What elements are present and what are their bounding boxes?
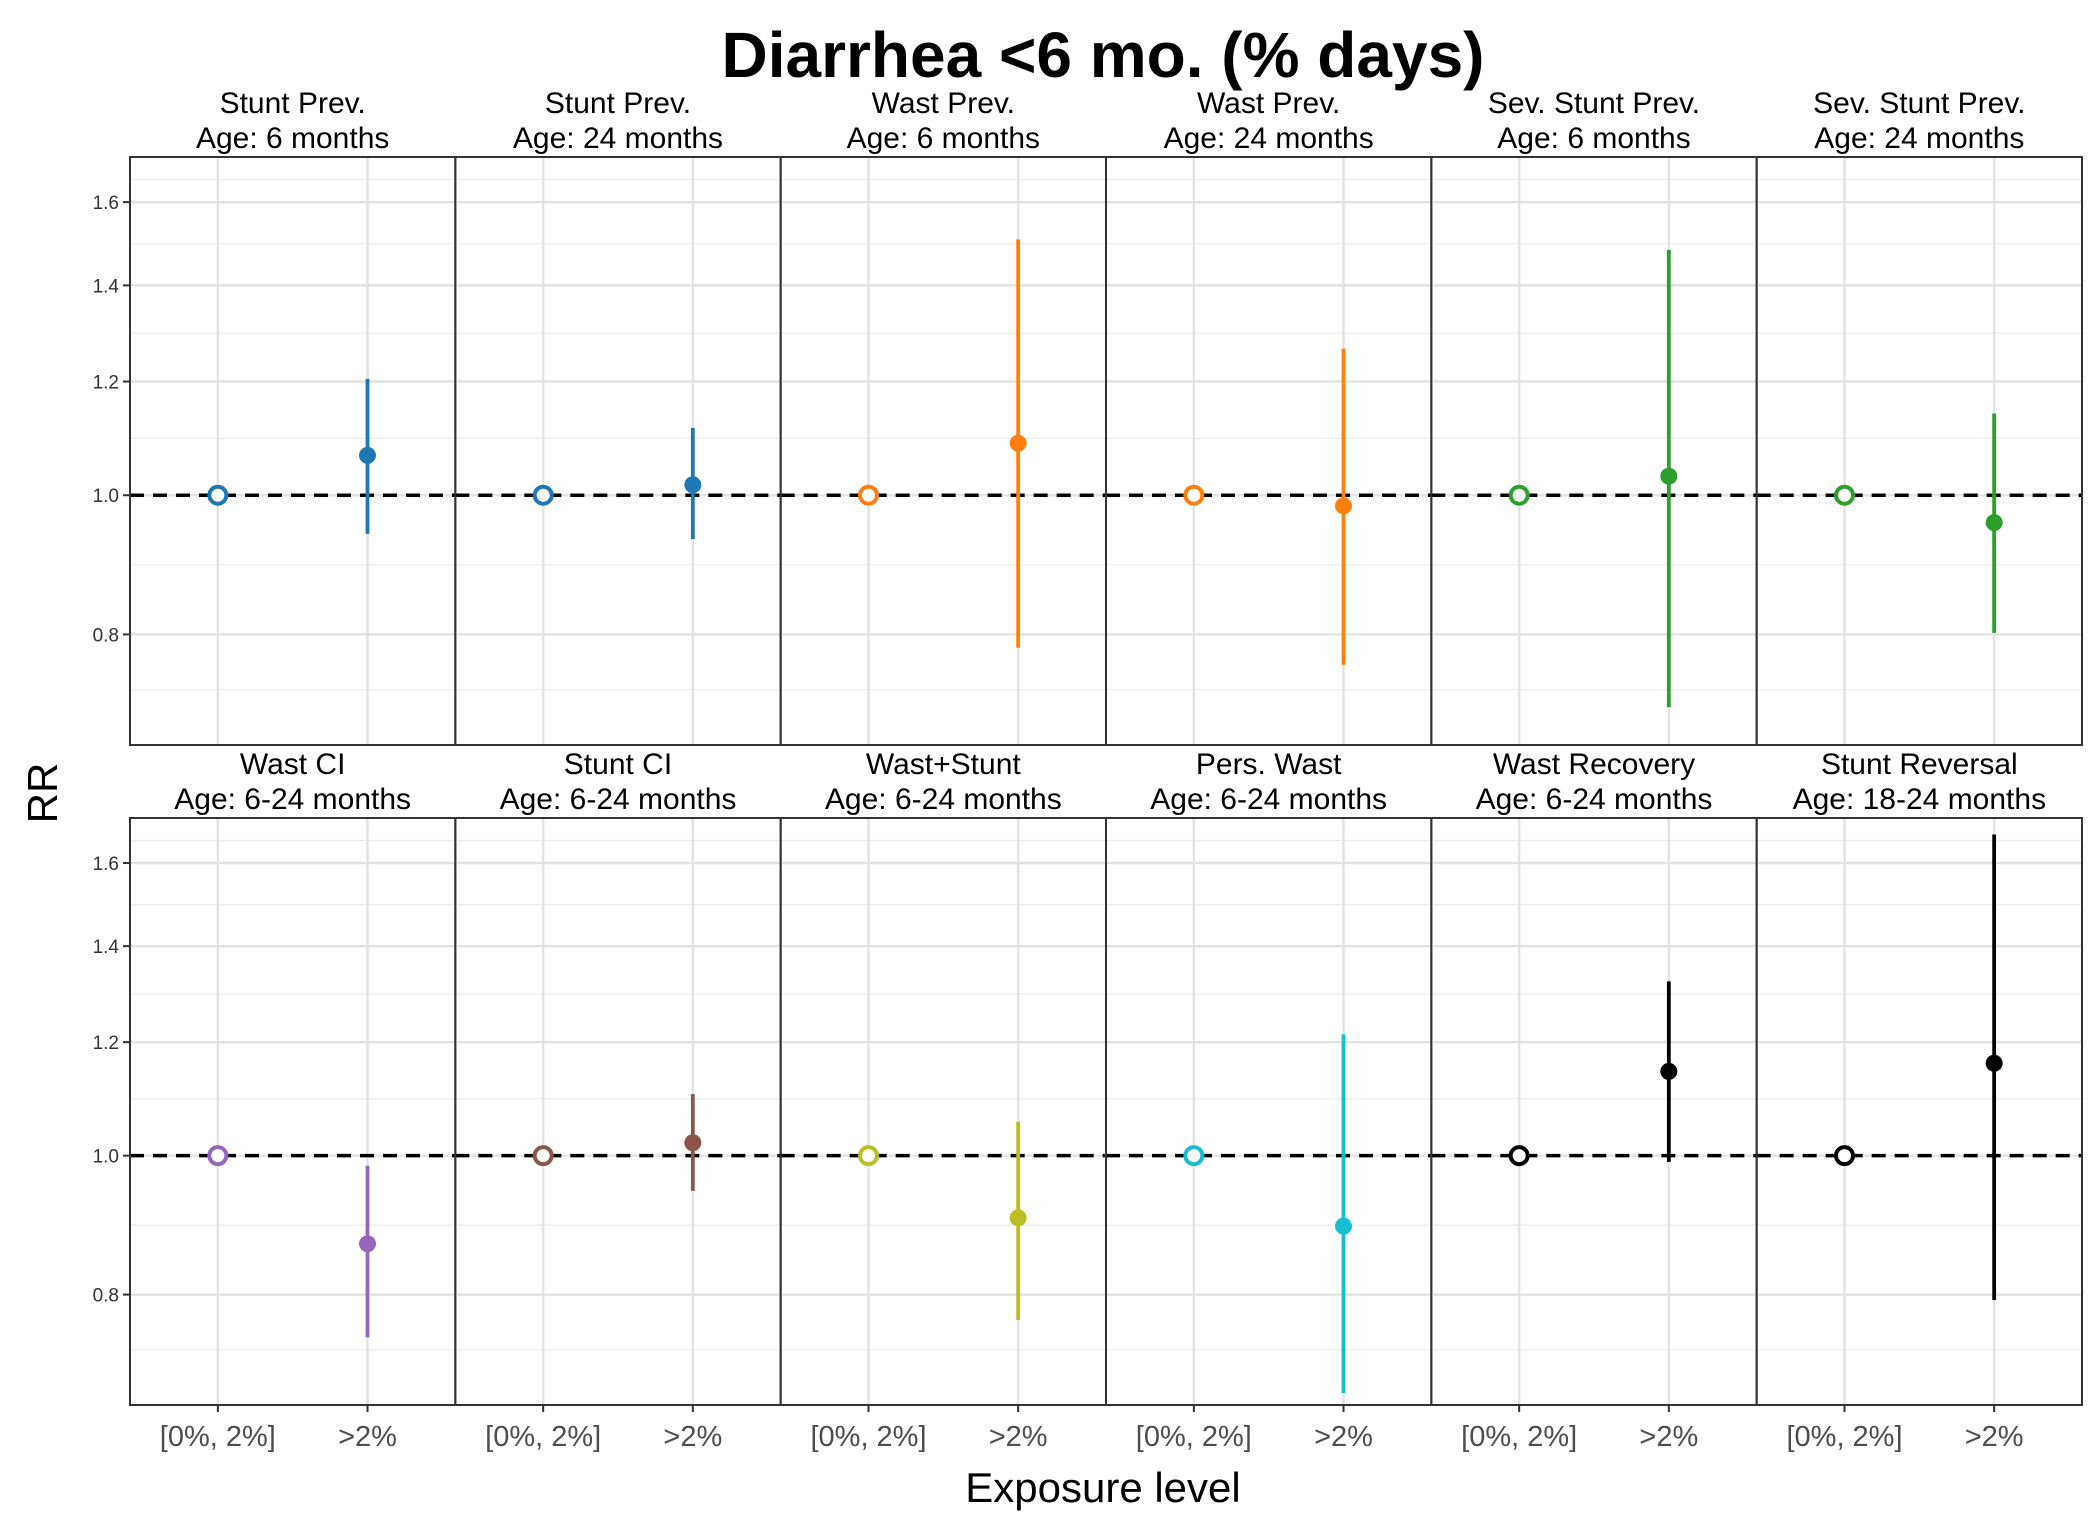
facet-label-outcome: Sev. Stunt Prev. (1813, 87, 2025, 120)
estimate-point (1009, 434, 1027, 452)
y-axis-label: RR (19, 763, 66, 824)
panel-border (1105, 156, 1433, 746)
x-tick-label: [0%, 2%] (1786, 1421, 1902, 1453)
reference-point (207, 1145, 229, 1167)
facet-panel: Stunt Prev.Age: 24 months (454, 87, 782, 746)
x-tick-label: >2% (1314, 1421, 1373, 1453)
x-tick-label: >2% (989, 1421, 1048, 1453)
reference-point (532, 1145, 554, 1167)
estimate-point (1334, 497, 1352, 515)
x-tick-label: [0%, 2%] (160, 1421, 276, 1453)
x-tick-label: [0%, 2%] (810, 1421, 926, 1453)
facet-label-outcome: Wast+Stunt (866, 748, 1021, 781)
estimate-point (684, 1134, 702, 1152)
facet-panel: Stunt Prev.Age: 6 months 0.8 1.0 1.2 1.4 1.6 (93, 87, 457, 746)
y-tick-label: 1.4 (93, 937, 120, 958)
facet-label-age: Age: 6-24 months (174, 783, 411, 816)
estimate-point (358, 446, 376, 464)
facet-label-age: Age: 6 months (847, 122, 1040, 155)
y-tick-label: 0.8 (93, 1286, 119, 1307)
reference-point (1183, 1145, 1205, 1167)
facet-panel: Wast Prev.Age: 6 months (779, 87, 1108, 746)
chart-title: Diarrhea <6 mo. (% days) (722, 19, 1485, 91)
estimate-point (1985, 514, 2003, 532)
y-tick-label: 1.6 (93, 193, 119, 214)
facet-label-outcome: Stunt Reversal (1821, 748, 2018, 781)
estimate-point (358, 1235, 376, 1253)
facet-label-age: Age: 24 months (513, 122, 723, 155)
reference-point (1834, 1145, 1856, 1167)
y-tick-label: 1.2 (93, 1033, 119, 1054)
reference-point (858, 484, 880, 506)
facet-label-age: Age: 24 months (1164, 122, 1374, 155)
facet-panel: Wast Prev.Age: 24 months (1105, 87, 1433, 746)
reference-point (858, 1145, 880, 1167)
x-tick-label: >2% (1965, 1421, 2024, 1453)
x-tick-label: >2% (663, 1421, 722, 1453)
reference-point (207, 484, 229, 506)
facet-panel: Sev. Stunt Prev.Age: 24 months (1755, 87, 2083, 746)
y-tick-label: 1.0 (93, 486, 119, 507)
panel-border (1105, 817, 1433, 1406)
estimate-point (1660, 1062, 1678, 1080)
y-tick-label: 1.6 (93, 854, 119, 875)
reference-point (1183, 484, 1205, 506)
facet-label-outcome: Stunt Prev. (220, 87, 366, 120)
x-tick-label: >2% (338, 1421, 397, 1453)
panel-border (779, 156, 1108, 746)
reference-point (1834, 484, 1856, 506)
x-tick-label: [0%, 2%] (1136, 1421, 1252, 1453)
reference-point (1508, 1145, 1530, 1167)
facet-label-age: Age: 24 months (1814, 122, 2024, 155)
panel-border (129, 817, 457, 1406)
facet-label-outcome: Stunt CI (564, 748, 672, 781)
facet-label-outcome: Wast Recovery (1493, 748, 1695, 781)
facet-label-age: Age: 6 months (196, 122, 389, 155)
panel-border (454, 817, 782, 1406)
facet-label-age: Age: 6-24 months (500, 783, 737, 816)
reference-point (1508, 484, 1530, 506)
facet-label-outcome: Wast Prev. (872, 87, 1015, 120)
facet-label-outcome: Wast Prev. (1197, 87, 1340, 120)
facet-label-age: Age: 6-24 months (1476, 783, 1713, 816)
facet-label-outcome: Stunt Prev. (545, 87, 691, 120)
y-tick-label: 1.4 (93, 276, 120, 297)
facet-panel: Sev. Stunt Prev.Age: 6 months (1430, 87, 1758, 746)
estimate-point (1660, 467, 1678, 485)
x-axis-label: Exposure level (965, 1464, 1240, 1511)
facet-label-outcome: Sev. Stunt Prev. (1488, 87, 1700, 120)
panel-border (454, 156, 782, 746)
facet-label-outcome: Pers. Wast (1196, 748, 1342, 781)
y-tick-label: 0.8 (93, 625, 119, 646)
facet-panels: Stunt Prev.Age: 6 months0.81.01.21.41.6S… (93, 87, 2083, 1453)
panel-border (779, 817, 1108, 1406)
panel-border (129, 156, 457, 746)
x-tick-label: [0%, 2%] (485, 1421, 601, 1453)
facet-label-outcome: Wast CI (240, 748, 346, 781)
panel-border (1755, 156, 2083, 746)
estimate-point (684, 476, 702, 494)
panel-border (1430, 817, 1758, 1406)
panel-border (1430, 156, 1758, 746)
x-tick-label: >2% (1639, 1421, 1698, 1453)
x-tick-label: [0%, 2%] (1461, 1421, 1577, 1453)
y-tick-label: 1.0 (93, 1147, 119, 1168)
facet-label-age: Age: 6 months (1497, 122, 1690, 155)
facet-label-age: Age: 6-24 months (1150, 783, 1387, 816)
facet-label-age: Age: 6-24 months (825, 783, 1062, 816)
estimate-point (1985, 1054, 2003, 1072)
facet-label-age: Age: 18-24 months (1793, 783, 2047, 816)
y-tick-label: 1.2 (93, 373, 119, 394)
reference-point (532, 484, 554, 506)
panel-border (1755, 817, 2083, 1406)
estimate-point (1334, 1217, 1352, 1235)
estimate-point (1009, 1209, 1027, 1227)
